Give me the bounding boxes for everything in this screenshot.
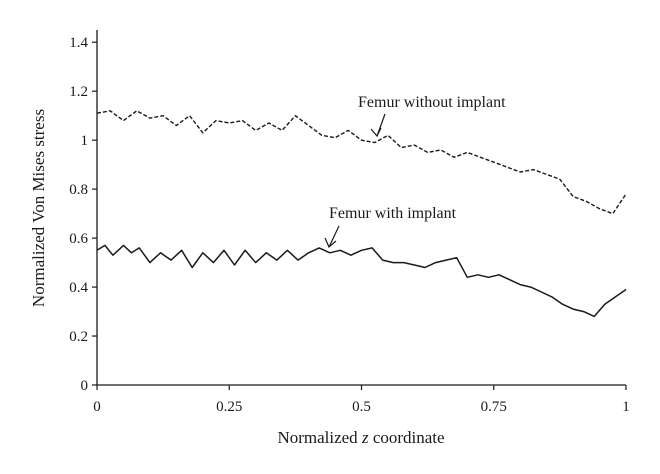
y-tick-label: 0.2 (69, 329, 88, 345)
x-tick-label: 0.25 (216, 399, 242, 415)
y-tick-label: 0.6 (69, 231, 88, 247)
annotation-femur-with-implant: Femur with implant (329, 205, 457, 222)
x-axis-title: Normalized z coordinate (277, 428, 444, 447)
annotation-arrow-without-implant (370, 113, 386, 138)
y-tick-label: 1.4 (69, 35, 88, 51)
y-tick-label: 1 (81, 133, 89, 149)
x-axis-title-prefix: Normalized (277, 428, 362, 447)
series-line-without-implant (96, 110, 627, 215)
y-ticks: 0 0.2 0.4 0.6 0.8 1 1.2 1.4 (69, 35, 97, 394)
x-axis-title-suffix: coordinate (369, 428, 445, 447)
annotations: Femur without implant Femur with implant (324, 94, 506, 248)
x-axis-title-variable: z (361, 428, 369, 447)
x-tick-label: 0 (93, 399, 101, 415)
y-tick-label: 0.4 (69, 280, 88, 296)
y-axis-title: Normalized Von Mises stress (29, 109, 48, 307)
x-tick-label: 1 (622, 399, 630, 415)
series-layer (96, 110, 627, 318)
x-tick-label: 0.75 (481, 399, 507, 415)
series-line-with-implant (96, 244, 627, 318)
x-tick-label: 0.5 (352, 399, 371, 415)
annotation-femur-without-implant: Femur without implant (358, 94, 506, 111)
annotation-arrow-with-implant (324, 225, 340, 248)
y-tick-label: 1.2 (69, 84, 88, 100)
y-tick-label: 0.8 (69, 182, 88, 198)
y-tick-label: 0 (81, 378, 89, 394)
x-ticks: 0 0.25 0.5 0.75 1 (93, 385, 630, 415)
